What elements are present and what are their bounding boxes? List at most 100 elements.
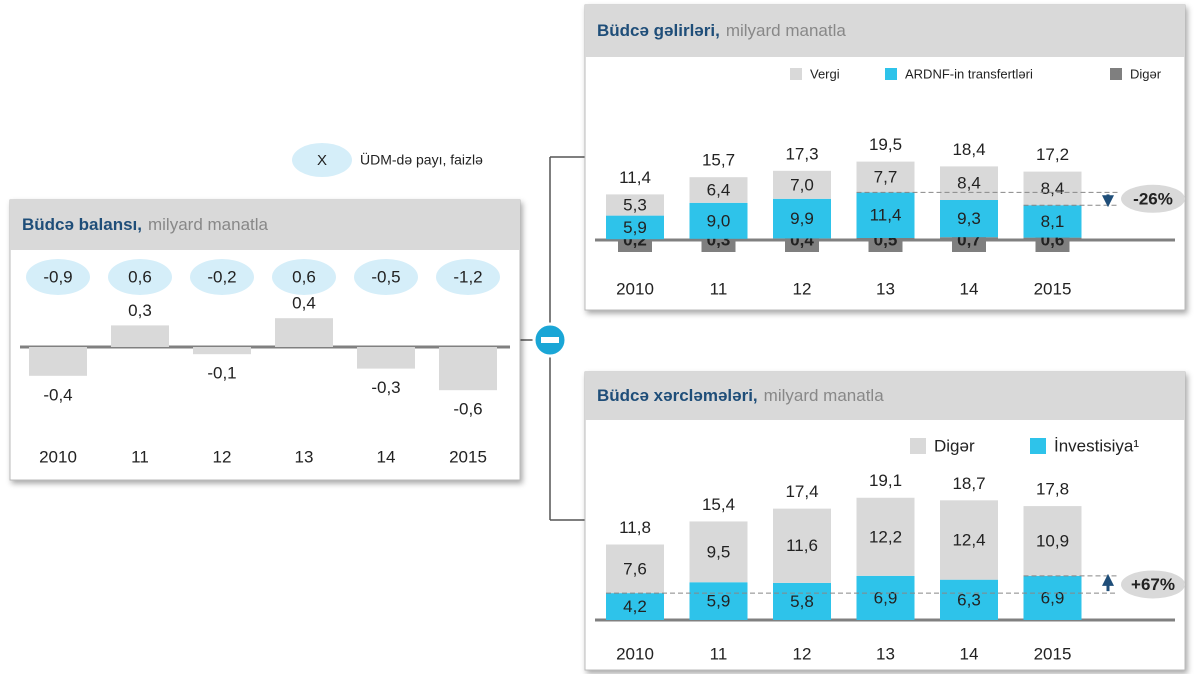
value-label: -0,4 — [43, 385, 72, 404]
x-tick-label: 2015 — [1034, 644, 1072, 663]
legend-swatch — [790, 68, 802, 80]
bar — [275, 318, 333, 347]
gdp-share-label: 0,6 — [292, 267, 316, 286]
change-pill — [1121, 184, 1185, 213]
value-label: 5,9 — [707, 592, 731, 611]
legend-label: ARDNF-in transfertləri — [905, 66, 1033, 81]
gdp-share-bubble — [108, 259, 172, 295]
bar — [29, 347, 87, 376]
legend-swatch — [1110, 68, 1122, 80]
value-label: 7,6 — [623, 559, 647, 578]
title: Büdcə xərcləmələri, — [597, 386, 758, 405]
value-label: 7,0 — [790, 175, 814, 194]
title: Büdcə gəlirləri, — [597, 21, 720, 40]
bar-segment — [940, 200, 998, 238]
charts: Büdcə balansı, milyard manatla 2010 11 12 13 1… — [9, 4, 1186, 671]
x-tick-label: 11 — [131, 447, 149, 466]
gdp-share-bubble — [26, 259, 90, 295]
bar — [193, 347, 251, 355]
subtitle: milyard manatla — [148, 215, 269, 234]
value-label: 9,0 — [707, 211, 731, 230]
gdp-share-bubble — [190, 259, 254, 295]
total-label: 17,3 — [785, 144, 818, 163]
value-label: 9,9 — [790, 209, 814, 228]
value-label: 10,9 — [1036, 531, 1069, 550]
bar-segment — [689, 202, 748, 239]
bar-segment — [773, 198, 831, 239]
bar-segment — [1023, 575, 1082, 620]
title: Büdcə balansı, — [22, 215, 142, 234]
bar-segment — [856, 575, 915, 620]
subtitle: milyard manatla — [726, 21, 847, 40]
bar-segment — [856, 497, 915, 576]
bar-segment — [1023, 506, 1082, 576]
x-tick-label: 11 — [710, 644, 728, 663]
value-label: 0,4 — [292, 294, 316, 313]
bar-segment — [1023, 205, 1082, 238]
x-tick-label: 2015 — [449, 447, 487, 466]
bar-segment — [606, 194, 664, 216]
panel-header — [10, 200, 520, 250]
legend-note-text: ÜDM-də payı, faizlə — [360, 151, 483, 168]
value-label: 12,2 — [869, 527, 902, 546]
total-label: 17,8 — [1036, 480, 1069, 499]
legend-note-x: X — [317, 152, 327, 169]
legend-swatch — [1030, 438, 1046, 454]
minus-bar — [541, 337, 559, 343]
bar-segment — [689, 582, 748, 620]
legend-label: Vergi — [810, 66, 840, 81]
bar-segment — [606, 593, 664, 620]
total-label: 17,4 — [785, 482, 818, 501]
value-label: 12,4 — [952, 530, 985, 549]
value-label: 6,4 — [707, 180, 731, 199]
value-label: 6,9 — [874, 588, 898, 607]
bar — [439, 347, 497, 391]
x-tick-label: 13 — [876, 644, 895, 663]
x-tick-label: 11 — [710, 279, 728, 298]
legend-label: Digər — [1130, 66, 1162, 81]
x-tick-label: 14 — [960, 644, 979, 663]
panel-header — [585, 372, 1185, 420]
bar — [111, 325, 169, 347]
value-label: 9,3 — [957, 209, 981, 228]
gdp-share-bubble — [272, 259, 336, 295]
value-label: 11,4 — [870, 206, 902, 225]
value-label: 6,9 — [1041, 588, 1065, 607]
total-label: 17,2 — [1036, 145, 1069, 164]
gdp-share-bubble — [436, 259, 500, 295]
x-tick-label: 12 — [793, 279, 812, 298]
bar-segment — [856, 161, 915, 193]
value-label: 0,3 — [128, 301, 152, 320]
total-label: 18,4 — [952, 140, 985, 159]
legend-note-marker — [292, 143, 352, 177]
total-label: 19,1 — [869, 471, 902, 490]
value-label: 11,6 — [786, 536, 818, 555]
x-tick-label: 2010 — [616, 644, 654, 663]
bar-segment — [689, 177, 748, 203]
bar-segment — [689, 521, 748, 583]
value-label: 7,7 — [874, 167, 898, 186]
x-tick-label: 12 — [793, 644, 812, 663]
subtitle: milyard manatla — [764, 386, 885, 405]
panel-title: Büdcə xərcləmələri, milyard manatla — [597, 386, 884, 405]
value-label: 4,2 — [623, 597, 647, 616]
total-label: 15,4 — [702, 495, 735, 514]
value-label: 6,3 — [957, 590, 981, 609]
panel-title: Büdcə balansı, milyard manatla — [22, 215, 269, 234]
gdp-share-label: 0,6 — [128, 267, 152, 286]
gdp-share-label: -0,2 — [207, 267, 236, 286]
total-label: 19,5 — [869, 135, 902, 154]
x-tick-label: 2010 — [39, 447, 77, 466]
value-label: -0,6 — [453, 400, 482, 419]
bar-segment — [940, 166, 998, 200]
bar-segment — [606, 215, 664, 240]
x-tick-label: 14 — [377, 447, 396, 466]
bar-segment — [1023, 171, 1082, 206]
x-tick-label: 14 — [960, 279, 979, 298]
legend-label: Digər — [934, 436, 975, 455]
bar-segment — [773, 170, 831, 199]
total-label: 11,8 — [619, 518, 651, 537]
bar — [357, 347, 415, 369]
bar-segment — [940, 500, 998, 580]
